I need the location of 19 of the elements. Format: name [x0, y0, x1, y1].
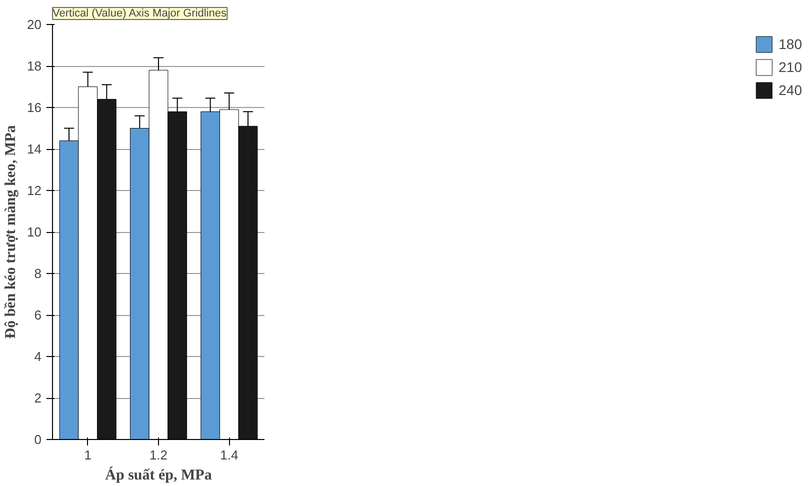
x-tick-label: 1.4 — [220, 448, 238, 462]
y-tick-label: 8 — [34, 266, 42, 281]
y-tick-label: 2 — [34, 390, 42, 406]
legend-label: 240 — [778, 82, 802, 98]
legend-label: 180 — [778, 36, 802, 52]
y-tick-label: 16 — [27, 100, 42, 115]
legend-label: 210 — [778, 59, 802, 75]
y-axis-title: Độ bền kéo trượt màng keo, MPa — [3, 124, 20, 339]
x-axis-title: Áp suất ép, MPa — [105, 466, 212, 484]
y-tick-label: 6 — [34, 308, 42, 322]
x-tick-label: 1.2 — [149, 448, 168, 462]
y-tick-label: 12 — [27, 183, 42, 198]
y-tick-label: 4 — [34, 349, 42, 364]
x-tick-label: 1 — [84, 448, 92, 462]
y-tick-label: 0 — [34, 432, 42, 447]
y-tick-label: 18 — [27, 58, 42, 74]
y-tick-label: 10 — [27, 224, 42, 240]
y-tick-label: 14 — [27, 142, 42, 156]
y-tick-label: 20 — [27, 17, 42, 32]
